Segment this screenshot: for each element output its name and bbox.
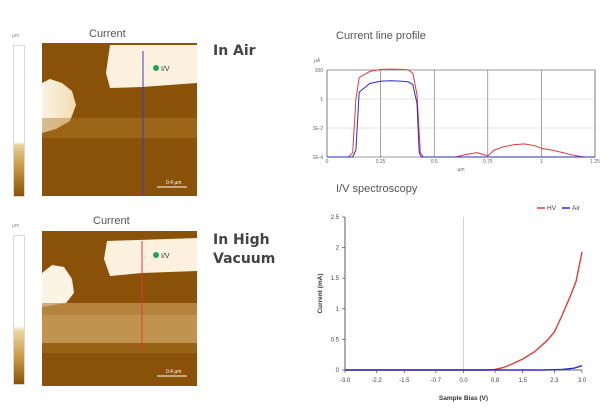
image-title: Current bbox=[89, 28, 126, 40]
colorbar-air bbox=[13, 45, 25, 197]
y-tick-label: 1E-2 bbox=[312, 126, 323, 132]
iv-marker bbox=[153, 252, 159, 258]
colorbar-vacuum bbox=[13, 235, 25, 385]
x-tick-label: 2.3 bbox=[550, 378, 559, 384]
x-tick-label: 3.0 bbox=[578, 378, 587, 384]
x-tick-label: 0.75 bbox=[483, 159, 493, 165]
y-tick-label: 100 bbox=[315, 68, 324, 74]
x-tick-label: -0.7 bbox=[431, 378, 442, 384]
x-tick-label: -2.2 bbox=[371, 378, 382, 384]
y-tick-label: 1 bbox=[320, 97, 323, 103]
y-tick-label: 0 bbox=[336, 368, 340, 374]
colorbar-unit: µm bbox=[12, 223, 20, 229]
colorbar-unit: µm bbox=[12, 33, 20, 39]
x-tick-label: 1.25 bbox=[590, 159, 600, 165]
y-tick-label: 1.5 bbox=[331, 276, 340, 282]
y-tick-label: 2.5 bbox=[331, 215, 340, 221]
label-air: In Air bbox=[213, 43, 256, 59]
y-axis-unit: µA bbox=[314, 58, 321, 64]
y-tick-label: 1E-4 bbox=[312, 155, 323, 161]
y-tick-label: 1 bbox=[336, 307, 340, 313]
profile-chart-title: Current line profile bbox=[336, 30, 426, 42]
series-air bbox=[345, 365, 583, 371]
x-tick-label: 0 bbox=[326, 159, 329, 165]
plot-frame bbox=[326, 69, 596, 158]
legend-label-air: Air bbox=[572, 205, 581, 212]
y-tick-label: 2 bbox=[336, 246, 340, 252]
profile-series-1 bbox=[327, 80, 595, 158]
scale-label: 0.4 µm bbox=[166, 180, 181, 186]
y-tick-label: 0.5 bbox=[331, 337, 340, 343]
y-axis-label: Current (mA) bbox=[317, 273, 324, 313]
bright-region bbox=[42, 79, 76, 133]
x-tick-label: 1 bbox=[540, 159, 543, 165]
x-axis-unit: µm bbox=[457, 167, 464, 173]
electrode-region bbox=[106, 45, 197, 88]
x-tick-label: 0.0 bbox=[459, 378, 468, 384]
label-vacuum-2: Vacuum bbox=[213, 251, 276, 267]
x-tick-label: 1.5 bbox=[519, 378, 528, 384]
profile-chart: µA 0 0.25 0.5 0.75 1 1.25 100 1 1E-2 1E-4 µm bbox=[312, 58, 600, 173]
iv-marker bbox=[153, 65, 159, 71]
afm-image-vacuum: I/V 0.4 µm bbox=[42, 231, 197, 386]
legend-label-hv: HV bbox=[547, 205, 557, 212]
label-vacuum-1: In High bbox=[213, 232, 270, 248]
iv-chart-title: I/V spectroscopy bbox=[336, 183, 418, 195]
electrode-region bbox=[104, 238, 197, 276]
bright-region bbox=[42, 265, 74, 307]
iv-marker-label: I/V bbox=[161, 253, 170, 260]
x-tick-label: 0.8 bbox=[491, 378, 500, 384]
image-title: Current bbox=[93, 215, 130, 227]
x-axis-label: Sample Bias (V) bbox=[439, 395, 488, 402]
iv-chart: 0 0.5 1 1.5 2 2.5 -3.0 -2.2 -1.5 -0.7 0.0 0.8 1.5 2.3… bbox=[317, 205, 587, 402]
x-tick-label: 0.5 bbox=[431, 159, 438, 165]
scale-label: 0.4 µm bbox=[166, 369, 181, 375]
profile-series-0 bbox=[327, 68, 595, 158]
x-tick-label: 0.25 bbox=[376, 159, 386, 165]
x-tick-label: -1.5 bbox=[399, 378, 410, 384]
iv-marker-label: I/V bbox=[161, 66, 170, 73]
x-tick-label: -3.0 bbox=[340, 378, 351, 384]
afm-image-air: I/V 0.4 µm bbox=[42, 43, 197, 196]
